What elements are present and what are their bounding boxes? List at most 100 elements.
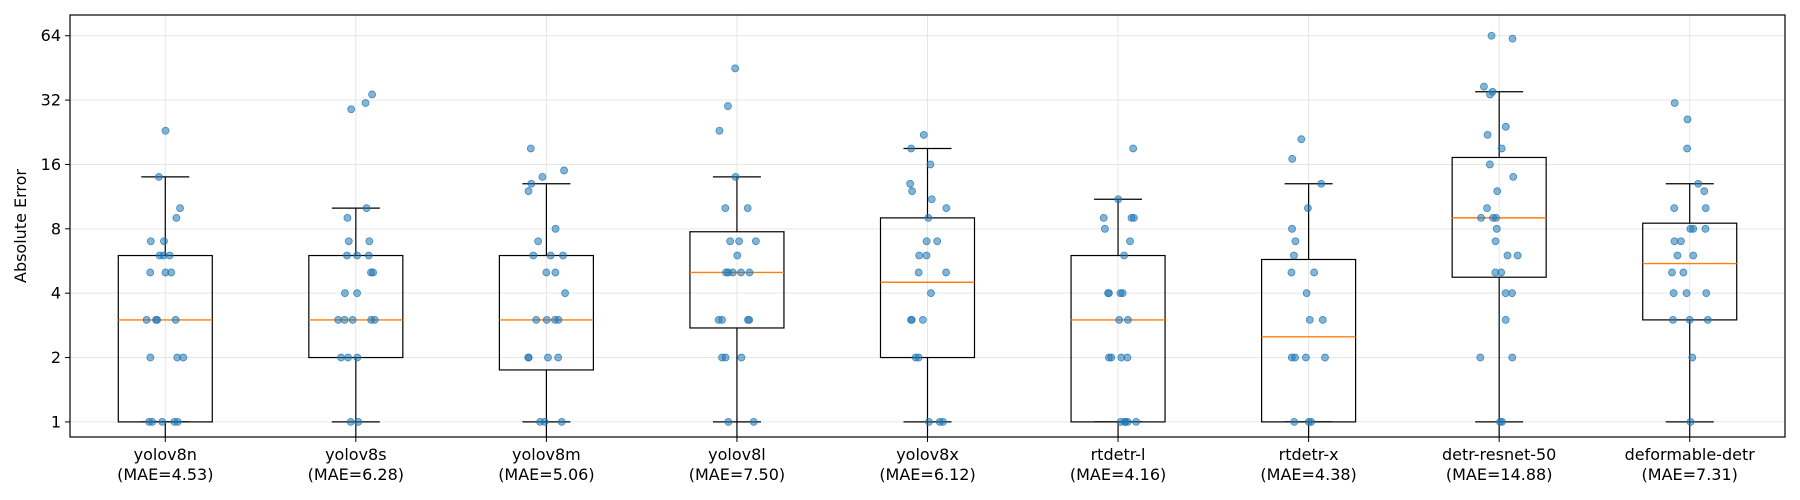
y-tick-label: 2 [51,348,61,367]
data-point [561,289,569,298]
y-tick-label: 64 [41,26,61,45]
data-point [172,213,181,222]
x-tick-mae-label: (MAE=7.50) [689,465,785,484]
data-point [942,268,950,277]
data-point [1670,204,1679,212]
data-point [142,315,151,324]
data-point [1492,224,1501,233]
data-point [344,353,352,362]
data-point [1673,251,1682,260]
data-point [1501,289,1510,298]
data-point [1701,204,1710,212]
y-tick-label: 32 [41,91,61,110]
data-point [1488,87,1497,96]
data-point [1317,179,1326,188]
data-point [171,315,180,324]
data-point [721,204,730,212]
data-point [1301,353,1310,362]
data-point [1126,237,1134,246]
data-point [1688,353,1697,362]
data-point [737,268,745,277]
data-point [1685,315,1694,324]
data-point [1310,268,1319,277]
data-point [1686,418,1695,426]
data-point [1121,418,1129,426]
data-point [1701,224,1710,233]
data-point [1302,289,1311,298]
data-point [1115,315,1124,324]
data-point [924,213,933,222]
data-point [354,418,363,426]
data-point [1501,122,1510,131]
data-point [370,315,379,324]
x-tick-label: yolov8s [325,445,386,464]
data-point [1700,187,1709,196]
data-point [1493,187,1502,196]
data-point [1689,224,1698,233]
data-point [1498,418,1506,426]
data-point [933,237,942,246]
data-point [551,268,560,277]
data-point [906,179,915,188]
x-tick-mae-label: (MAE=6.28) [308,465,404,484]
data-point [1129,213,1138,222]
data-point [158,418,167,426]
data-point [1107,353,1116,362]
x-tick-label: yolov8x [896,445,959,464]
data-point [1304,204,1312,212]
data-point [362,204,371,212]
data-point [1489,213,1498,222]
data-point [918,315,927,324]
data-point [353,251,362,260]
data-point [341,289,349,298]
data-point [1483,204,1491,212]
data-point [554,353,563,362]
data-point [344,237,353,246]
data-point [538,172,547,181]
data-point [724,418,733,426]
data-point [560,166,568,175]
data-point [915,251,924,260]
data-point [367,268,375,277]
data-point [914,268,923,277]
data-point [1677,237,1685,246]
data-point [1118,289,1127,298]
x-tick-label: rtdetr-x [1279,445,1339,464]
data-point [343,213,352,222]
data-point [524,353,533,362]
data-point [1288,224,1296,233]
data-point [532,315,541,324]
data-point [557,418,566,426]
y-axis-label: Absolute Error [11,169,30,283]
data-point [527,179,536,188]
data-point [731,64,740,73]
data-point [1669,315,1677,324]
data-point [559,251,567,260]
y-tick-label: 1 [51,412,61,431]
data-point [161,268,170,277]
x-tick-mae-label: (MAE=4.16) [1070,465,1166,484]
x-tick-label: detr-resnet-50 [1442,445,1556,464]
data-point [353,289,361,298]
data-point [154,172,163,181]
data-point [160,237,168,246]
x-tick-mae-label: (MAE=5.06) [498,465,594,484]
data-point [1288,154,1297,163]
x-tick-label: rtdetr-l [1091,445,1146,464]
data-point [343,251,351,260]
data-point [1291,237,1300,246]
data-point [1679,268,1688,277]
data-point [347,105,356,114]
data-point [911,353,920,362]
data-point [173,418,182,426]
data-point [1485,160,1494,169]
data-point [1476,353,1485,362]
data-point [146,268,155,277]
data-point [735,237,744,246]
x-tick-mae-label: (MAE=4.38) [1260,465,1356,484]
data-point [146,237,155,246]
data-point [346,418,355,426]
data-point [919,130,928,139]
data-point [1321,353,1329,362]
